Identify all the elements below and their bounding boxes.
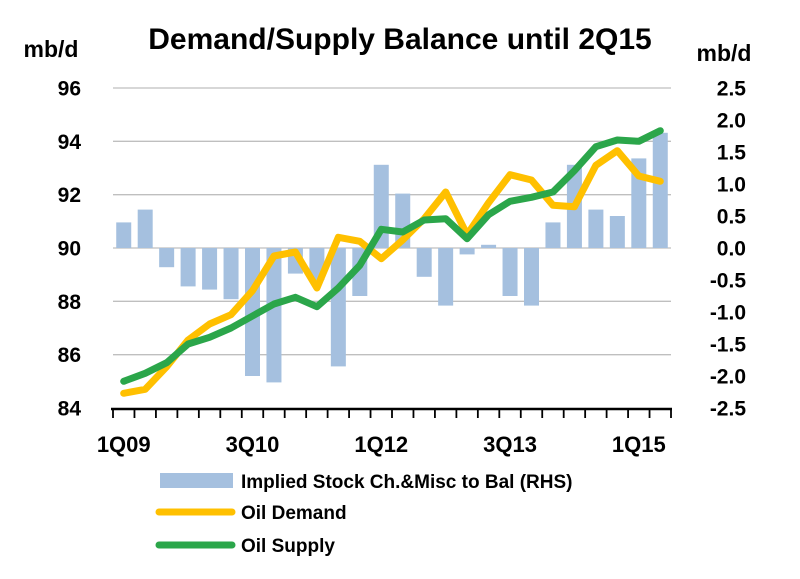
bar-2Q15 (652, 132, 668, 248)
right-axis-tick-1.0: 1.0 (717, 174, 746, 197)
x-axis-label-1Q09: 1Q09 (97, 432, 151, 457)
bar-3Q09 (159, 248, 175, 268)
bar-1Q13 (459, 248, 475, 255)
bar-3Q12 (416, 248, 432, 277)
left-axis-unit-label: mb/d (24, 36, 79, 62)
legend-label-implied-stock-change: Implied Stock Ch.&Misc to Bal (RHS) (241, 472, 572, 493)
bar-3Q14 (588, 209, 604, 248)
bar-4Q10 (266, 248, 282, 383)
bar-4Q09 (180, 248, 196, 287)
legend-item-oil-demand: Oil Demand (155, 503, 347, 524)
chart-title: Demand/Supply Balance until 2Q15 (148, 23, 651, 56)
x-axis-label-3Q10: 3Q10 (226, 432, 280, 457)
legend-label-oil-supply: Oil Supply (241, 536, 335, 557)
left-axis-tick-labels: 96 94 92 90 88 86 84 (58, 78, 82, 421)
right-axis-tick--2.5: -2.5 (710, 398, 747, 421)
bar-3Q11 (330, 248, 346, 367)
right-axis-tick-labels: 2.5 2.0 1.5 1.0 0.5 0.0 -0.5 -1.0 -1.5 -2.0 -2.5 (710, 78, 747, 421)
legend-item-oil-supply: Oil Supply (155, 536, 335, 557)
bar-4Q12 (438, 248, 454, 306)
bar-4Q14 (609, 216, 625, 248)
bar-1Q09 (116, 222, 132, 248)
x-axis-label-3Q13: 3Q13 (483, 432, 537, 457)
left-axis-tick-96: 96 (58, 78, 81, 101)
right-axis-tick--1.5: -1.5 (710, 334, 747, 357)
left-axis-tick-84: 84 (58, 398, 82, 421)
x-axis-label-1Q12: 1Q12 (354, 432, 408, 457)
right-axis-tick-1.5: 1.5 (717, 142, 747, 165)
x-axis-label-1Q15: 1Q15 (612, 432, 666, 457)
bar-2Q13 (481, 244, 497, 248)
oil-demand-line (120, 147, 664, 397)
bar-3Q13 (502, 248, 518, 296)
bar-2Q09 (137, 209, 153, 248)
x-axis (111, 407, 672, 418)
gridlines (113, 87, 671, 356)
bar-1Q15 (631, 158, 647, 248)
right-axis-tick--1.0: -1.0 (710, 302, 746, 325)
left-axis-tick-92: 92 (58, 184, 81, 207)
legend: Implied Stock Ch.&Misc to Bal (RHS) Oil … (155, 472, 572, 557)
left-axis-tick-88: 88 (58, 291, 82, 314)
legend-label-oil-demand: Oil Demand (241, 503, 347, 524)
x-axis-tick-labels: 1Q09 3Q10 1Q12 3Q13 1Q15 (97, 432, 666, 457)
bar-2Q10 (223, 248, 239, 300)
bar-1Q14 (545, 222, 561, 248)
right-axis-unit-label: mb/d (697, 40, 752, 66)
bar-series-implied-stock-change (116, 132, 668, 383)
legend-bar-swatch (160, 473, 233, 488)
right-axis-tick--0.5: -0.5 (710, 270, 747, 293)
legend-item-implied-stock-change: Implied Stock Ch.&Misc to Bal (RHS) (160, 472, 572, 493)
right-axis-tick-0.0: 0.0 (717, 238, 746, 261)
right-axis-tick--2.0: -2.0 (710, 366, 746, 389)
left-axis-tick-86: 86 (58, 344, 81, 367)
line-series-group (120, 127, 664, 397)
right-axis-tick-2.0: 2.0 (717, 110, 746, 133)
left-axis-tick-90: 90 (58, 238, 81, 261)
right-axis-tick-0.5: 0.5 (717, 206, 747, 229)
oil-supply-line (120, 127, 664, 385)
bar-4Q13 (524, 248, 539, 306)
right-axis-tick-2.5: 2.5 (717, 78, 747, 101)
bar-1Q10 (202, 248, 218, 290)
left-axis-tick-94: 94 (58, 131, 82, 154)
